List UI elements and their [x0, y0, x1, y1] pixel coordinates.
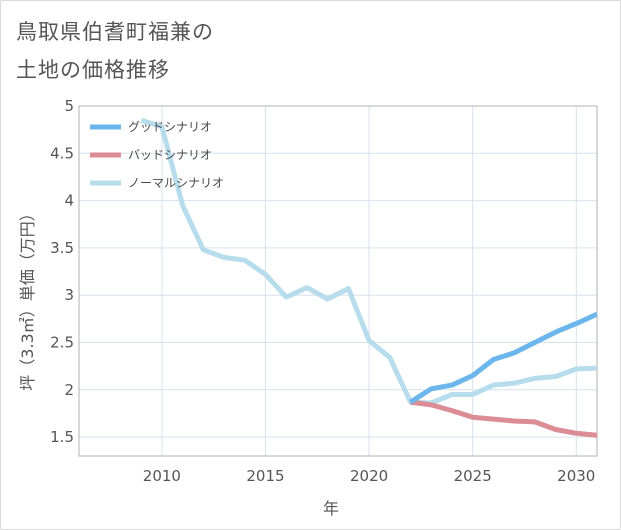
legend-label-good: グッドシナリオ — [128, 120, 212, 134]
x-tick-label: 2020 — [350, 467, 388, 485]
y-tick-label: 2 — [64, 381, 74, 399]
plot-area-border — [78, 105, 598, 457]
y-axis-label: 坪（3.3㎡）単価（万円） — [18, 205, 37, 390]
series-line-bad — [410, 399, 597, 438]
x-axis-ticks: 2010 2015 2020 2025 2030 — [143, 467, 596, 485]
chart-title-line1: 鳥取県伯耆町福兼の — [16, 20, 214, 44]
y-tick-label: 1.5 — [50, 428, 74, 446]
legend-label-bad: バッドシナリオ — [128, 148, 212, 162]
y-tick-label: 3 — [64, 286, 74, 304]
y-axis-ticks: 1.5 2 2.5 3 3.5 4 4.5 5 — [50, 97, 74, 446]
chart-title-line2: 土地の価格推移 — [16, 58, 170, 82]
x-tick-label: 2010 — [143, 467, 181, 485]
series-line-good — [409, 311, 597, 405]
x-tick-label: 2030 — [557, 467, 595, 485]
series-line-normal — [140, 117, 597, 406]
legend-label-normal: ノーマルシナリオ — [128, 176, 224, 190]
y-tick-label: 3.5 — [50, 239, 74, 257]
x-axis-label: 年 — [323, 499, 339, 518]
plot-border — [78, 105, 598, 457]
series-layer — [140, 117, 597, 438]
y-tick-label: 4 — [64, 192, 74, 210]
y-tick-label: 2.5 — [50, 333, 74, 351]
y-tick-label: 5 — [64, 97, 74, 115]
x-tick-label: 2025 — [454, 467, 492, 485]
y-tick-label: 4.5 — [50, 144, 74, 162]
x-tick-label: 2015 — [246, 467, 284, 485]
